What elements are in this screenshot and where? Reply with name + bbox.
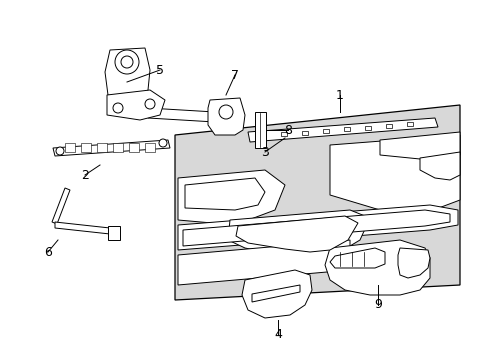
Polygon shape: [260, 134, 265, 138]
Polygon shape: [52, 188, 70, 224]
Polygon shape: [329, 248, 384, 268]
Polygon shape: [325, 240, 429, 295]
Polygon shape: [236, 216, 357, 252]
Polygon shape: [178, 240, 349, 285]
Text: 3: 3: [261, 145, 268, 158]
Polygon shape: [178, 170, 285, 225]
Polygon shape: [251, 285, 299, 302]
Polygon shape: [343, 127, 349, 131]
Text: 8: 8: [284, 123, 291, 136]
Polygon shape: [406, 122, 412, 126]
Polygon shape: [107, 90, 164, 120]
Polygon shape: [178, 205, 457, 250]
Polygon shape: [65, 143, 75, 152]
Polygon shape: [281, 132, 286, 136]
Circle shape: [56, 147, 64, 155]
Polygon shape: [242, 270, 311, 318]
Polygon shape: [148, 108, 215, 122]
Polygon shape: [397, 248, 429, 278]
Polygon shape: [184, 178, 264, 210]
Text: 1: 1: [335, 89, 343, 102]
Polygon shape: [129, 143, 139, 152]
Polygon shape: [379, 132, 459, 160]
Text: 2: 2: [81, 168, 89, 181]
Polygon shape: [323, 129, 328, 133]
Text: 6: 6: [44, 246, 52, 258]
Text: 9: 9: [373, 298, 381, 311]
Circle shape: [115, 50, 139, 74]
Circle shape: [121, 56, 133, 68]
Polygon shape: [145, 143, 155, 152]
Text: 5: 5: [156, 63, 163, 77]
Circle shape: [113, 103, 123, 113]
Text: 4: 4: [273, 328, 282, 342]
Text: 7: 7: [230, 68, 239, 81]
Polygon shape: [419, 152, 459, 180]
Polygon shape: [97, 143, 107, 152]
Polygon shape: [53, 140, 170, 156]
Polygon shape: [227, 210, 369, 258]
Polygon shape: [108, 226, 120, 240]
Polygon shape: [385, 124, 391, 128]
Polygon shape: [55, 222, 110, 234]
Polygon shape: [105, 48, 150, 102]
Circle shape: [159, 139, 167, 147]
Polygon shape: [329, 135, 459, 215]
Circle shape: [145, 99, 155, 109]
Polygon shape: [254, 112, 265, 148]
Polygon shape: [175, 105, 459, 300]
Polygon shape: [81, 143, 91, 152]
Polygon shape: [183, 210, 449, 246]
Polygon shape: [113, 143, 123, 152]
Polygon shape: [302, 131, 307, 135]
Circle shape: [219, 105, 232, 119]
Polygon shape: [247, 118, 437, 142]
Polygon shape: [364, 126, 370, 130]
Polygon shape: [207, 98, 244, 135]
